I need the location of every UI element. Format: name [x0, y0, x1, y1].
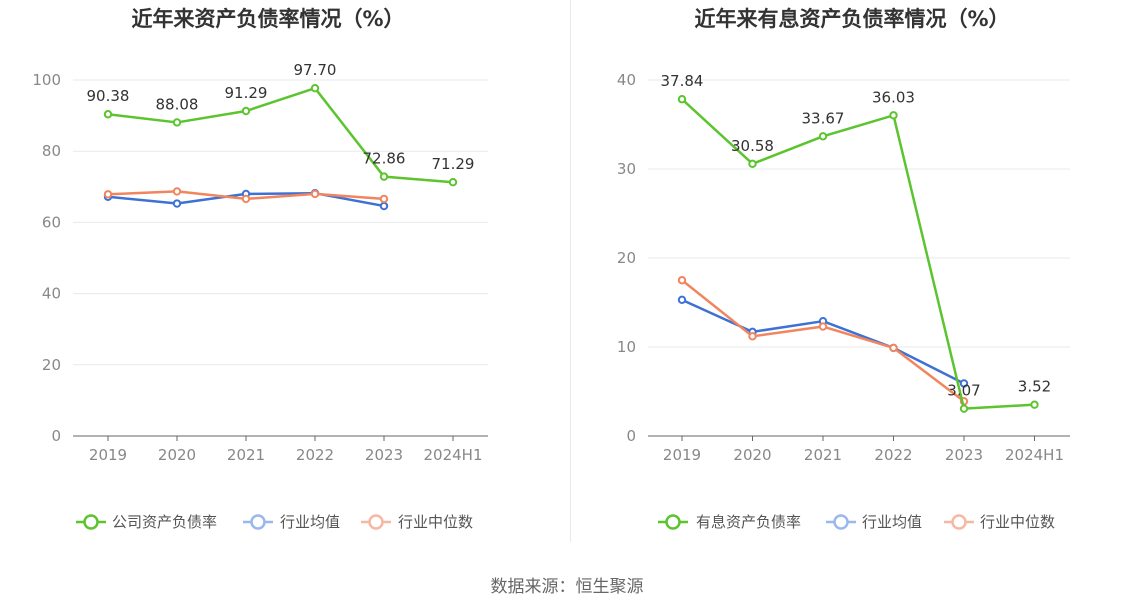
right-series-point-2	[818, 322, 828, 331]
right-series-point-0	[748, 159, 757, 169]
right-series-line-2	[681, 279, 965, 403]
right-series-point-2	[889, 343, 898, 353]
left-series-point-0	[172, 118, 182, 127]
left-x-tick-label: 2022	[296, 446, 334, 464]
right-data-label: 30.58	[731, 137, 774, 155]
right-x-tick-label: 2021	[804, 446, 842, 464]
right-series-point-2	[748, 332, 757, 341]
left-x-tick-label: 2021	[227, 446, 265, 464]
left-series-point-0	[379, 172, 389, 181]
right-data-label: 37.84	[661, 72, 704, 90]
left-series-point-0	[241, 106, 251, 116]
left-series-point-0	[103, 110, 113, 119]
right-data-label: 3.52	[1018, 378, 1051, 396]
right-series-point-1	[677, 295, 687, 305]
right-data-label: 36.03	[872, 88, 915, 106]
left-legend-marker-2	[368, 514, 384, 530]
left-series-point-2	[310, 189, 320, 199]
right-series-point-1	[959, 379, 969, 388]
right-data-label: 33.67	[802, 109, 845, 127]
right-x-tick-label: 2023	[945, 446, 983, 464]
right-x-tick-label: 2024H1	[1005, 446, 1064, 464]
right-series-point-0	[889, 111, 898, 120]
right-legend-label-1: 行业均值	[862, 513, 922, 531]
right-legend-marker-2	[951, 514, 967, 530]
left-legend-marker-0	[83, 514, 99, 530]
left-x-tick-label: 2024H1	[424, 446, 483, 464]
left-data-label: 91.29	[225, 84, 268, 102]
left-series-line-0	[107, 86, 454, 184]
left-y-tick-label: 20	[42, 356, 61, 374]
left-y-tick-label: 100	[32, 71, 61, 89]
right-series-point-0	[959, 404, 969, 413]
right-series-point-0	[1030, 400, 1039, 409]
right-legend-label-0: 有息资产负债率	[696, 513, 801, 531]
right-legend-marker-0	[665, 514, 681, 530]
right-x-tick-label: 2019	[663, 446, 701, 464]
left-series-point-2	[103, 190, 113, 199]
right-series-point-2	[677, 276, 687, 285]
left-series-point-1	[379, 201, 389, 211]
left-y-tick-label: 40	[42, 285, 61, 303]
right-y-tick-label: 20	[617, 249, 636, 267]
left-chart-title: 近年来资产负债率情况（%）	[131, 7, 404, 31]
left-data-label: 90.38	[87, 87, 130, 105]
debt-ratio-chart: 近年来资产负债率情况（%） 0 20 40 60 80 100 2019 2020 2021 202…	[32, 7, 488, 531]
right-series-point-0	[818, 132, 828, 141]
right-y-tick-label: 40	[617, 71, 636, 89]
left-y-tick-label: 80	[42, 142, 61, 160]
right-chart-title: 近年来有息资产负债率情况（%）	[694, 7, 1009, 31]
left-x-tick-label: 2019	[89, 446, 127, 464]
right-legend-marker-1	[833, 514, 849, 530]
right-legend-label-2: 行业中位数	[980, 513, 1055, 531]
left-legend-label-2: 行业中位数	[398, 513, 473, 531]
interest-debt-ratio-chart: 近年来有息资产负债率情况（%） 0 10 20 30 40 2019 2020 2021 2022…	[617, 7, 1070, 531]
left-data-label: 97.70	[294, 61, 337, 79]
right-y-tick-label: 10	[617, 338, 636, 356]
left-data-label: 71.29	[432, 155, 475, 173]
left-data-label: 72.86	[363, 150, 406, 168]
left-series-point-2	[241, 194, 251, 204]
right-series-point-0	[677, 95, 687, 104]
right-x-tick-label: 2022	[874, 446, 912, 464]
left-x-tick-label: 2020	[158, 446, 196, 464]
right-series-line-0	[681, 98, 1035, 410]
left-legend-label-1: 行业均值	[280, 513, 340, 531]
left-series-point-1	[172, 199, 182, 208]
left-x-tick-label: 2023	[365, 446, 403, 464]
right-data-label: 3.07	[947, 382, 980, 400]
left-series-point-0	[310, 83, 320, 93]
right-y-tick-label: 0	[626, 427, 636, 445]
left-y-tick-label: 0	[51, 427, 61, 445]
left-series-point-2	[172, 187, 182, 196]
left-series-point-0	[448, 178, 458, 187]
left-y-tick-label: 60	[42, 213, 61, 231]
left-series-point-2	[379, 194, 389, 204]
left-legend-label-0: 公司资产负债率	[112, 513, 217, 531]
right-x-tick-label: 2020	[733, 446, 771, 464]
left-legend-marker-1	[250, 514, 266, 530]
chart-divider	[570, 0, 571, 542]
data-source: 数据来源：恒生聚源	[490, 577, 644, 597]
left-data-label: 88.08	[156, 95, 199, 113]
right-y-tick-label: 30	[617, 160, 636, 178]
